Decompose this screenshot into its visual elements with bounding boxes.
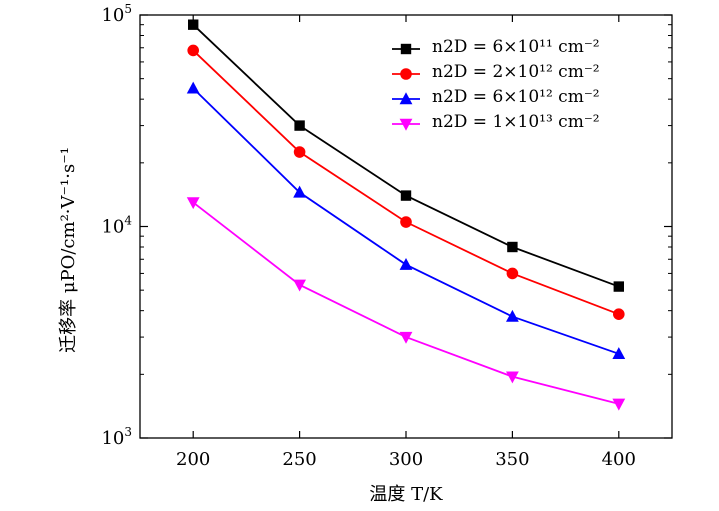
data-point [612,398,626,411]
legend-marker [400,43,412,55]
data-point [293,185,306,198]
y-tick-label: 105 [101,2,132,26]
x-tick-label: 400 [602,449,636,470]
x-axis-label: 温度 T/K [369,484,443,505]
x-tick-label: 200 [176,449,210,470]
data-point [400,216,412,228]
data-point [294,120,305,131]
data-point [186,81,200,94]
data-point [293,146,306,158]
data-point [613,281,624,292]
data-point [612,347,626,360]
legend-label: n2D = 6×10¹² cm⁻² [432,87,600,107]
legend-label: n2D = 1×10¹³ cm⁻² [432,112,600,132]
data-point [613,308,625,320]
legend-marker [399,118,413,131]
data-point [186,197,200,210]
data-point [506,371,519,384]
x-tick-label: 300 [389,449,423,470]
series-line-4 [192,201,620,405]
data-point [187,44,199,57]
legend-marker [400,68,412,80]
x-tick-label: 350 [495,449,529,470]
x-tick-label: 250 [282,449,316,470]
data-point [506,267,519,280]
legend-marker [399,92,413,105]
y-axis-label: 迁移率 μPO/cm²·V⁻¹·s⁻¹ [58,147,79,353]
legend-label: n2D = 2×10¹² cm⁻² [432,62,600,82]
data-point [399,331,413,344]
data-point [293,279,306,292]
data-point [188,19,199,30]
data-point [400,190,412,201]
data-point [507,241,518,253]
y-tick-label: 104 [101,214,132,238]
legend-label: n2D = 6×10¹¹ cm⁻² [432,37,600,57]
y-tick-label: 103 [101,425,132,449]
data-point [506,309,519,322]
data-point [399,257,413,270]
